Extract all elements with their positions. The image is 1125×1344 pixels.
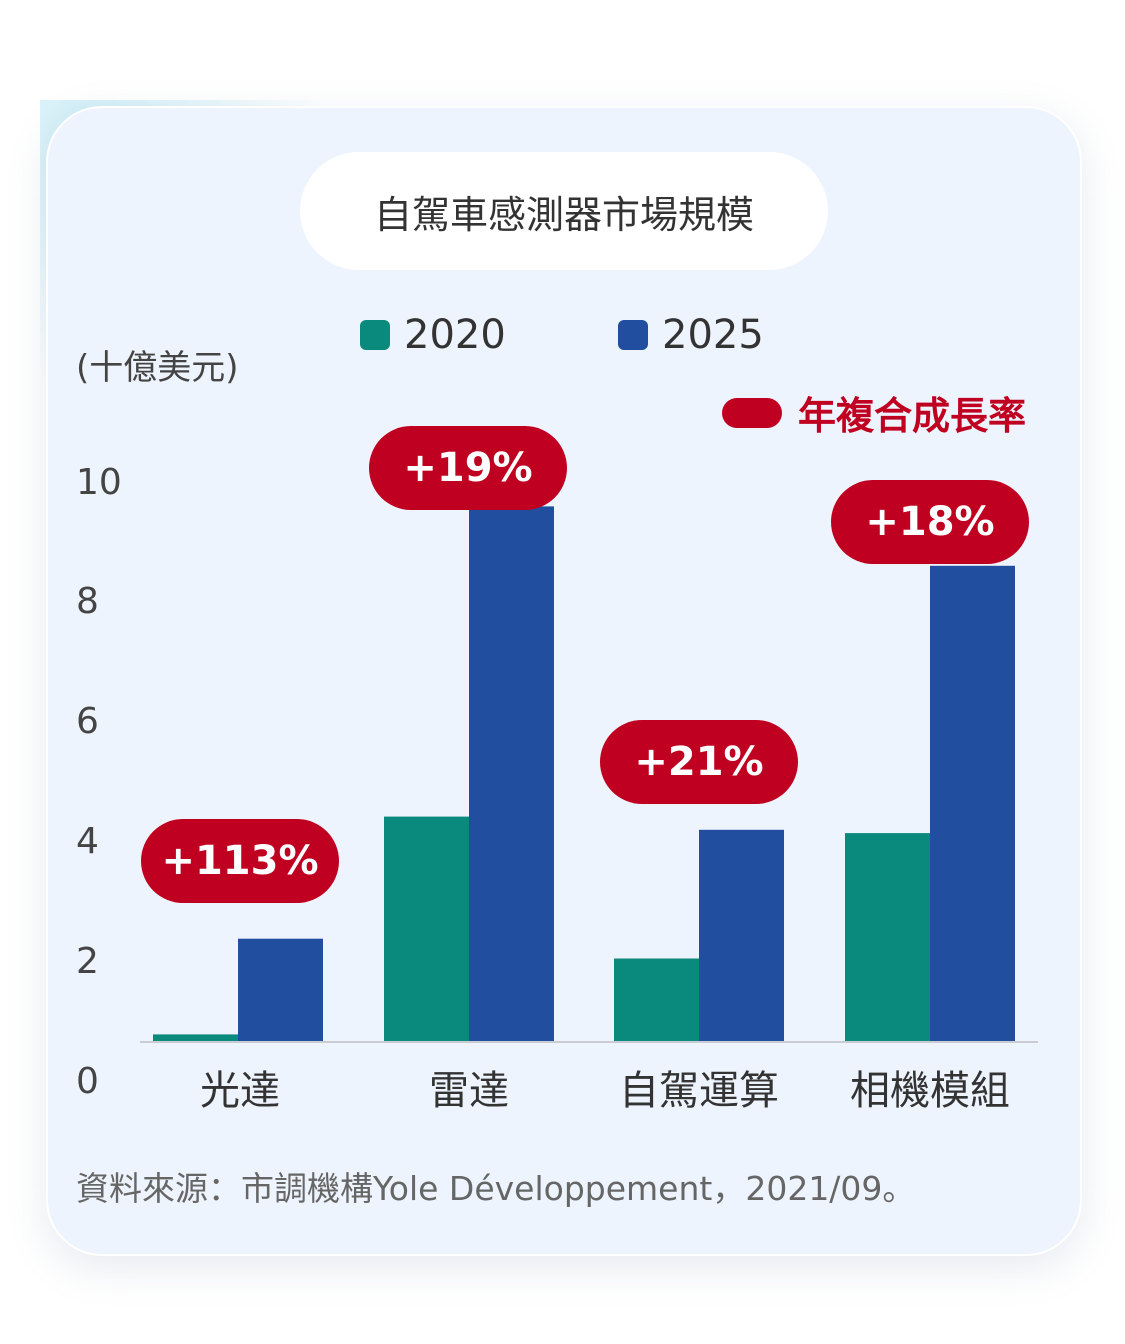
y-axis-unit-label: (十億美元): [76, 348, 239, 388]
chart-title: 自駕車感測器市場規模: [300, 152, 828, 270]
x-tick-label: 雷達: [429, 1068, 509, 1114]
bar-2020-0: [153, 1034, 238, 1041]
x-tick-label: 自駕運算: [619, 1068, 779, 1114]
legend-item-cagr: 年複合成長率: [722, 385, 1026, 440]
chart-card: [46, 106, 1082, 1256]
y-tick-label: 6: [76, 701, 99, 742]
y-tick-label: 0: [76, 1061, 99, 1102]
y-tick-label: 10: [76, 462, 122, 503]
legend-label-2020: 2020: [404, 312, 506, 358]
cagr-label: +19%: [369, 426, 567, 510]
source-note: 資料來源：市調機構Yole Développement，2021/09。: [76, 1169, 916, 1208]
legend-item-2025: 2025: [618, 312, 764, 358]
cagr-label: +21%: [600, 720, 798, 804]
bar-2020-1: [384, 816, 469, 1041]
bar-2020-3: [845, 833, 930, 1041]
legend-item-2020: 2020: [360, 312, 506, 358]
x-tick-label: 光達: [200, 1068, 280, 1114]
y-tick-label: 8: [76, 581, 99, 622]
x-tick-label: 相機模組: [850, 1068, 1010, 1114]
legend-label-2025: 2025: [662, 312, 764, 358]
legend-label-cagr: 年複合成長率: [798, 394, 1027, 438]
bar-2020-2: [614, 958, 699, 1041]
y-tick-label: 4: [76, 821, 99, 862]
cagr-label: +113%: [141, 819, 339, 903]
bar-2025-3: [930, 565, 1015, 1041]
y-tick-label: 2: [76, 941, 99, 982]
cagr-label: +18%: [831, 480, 1029, 564]
legend-swatch-2020: [360, 320, 390, 350]
bar-2025-2: [699, 829, 784, 1041]
legend-swatch-2025: [618, 320, 648, 350]
bar-2025-1: [469, 506, 554, 1041]
bar-2025-0: [238, 938, 323, 1041]
legend-swatch-cagr: [722, 397, 782, 428]
